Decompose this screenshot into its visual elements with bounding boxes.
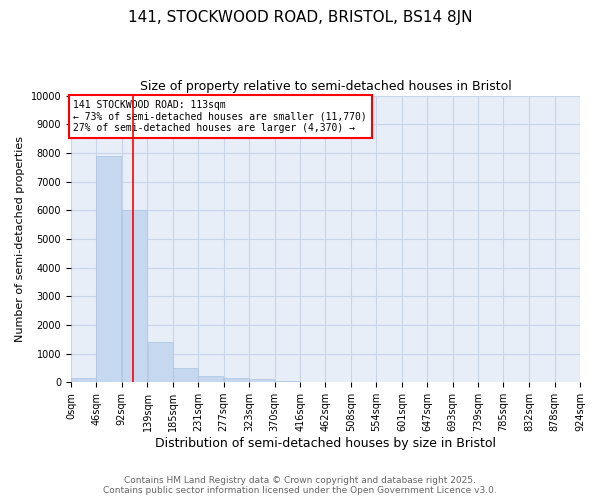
Bar (224, 378, 249, 382)
Bar (173, 368, 198, 382)
Bar (97, 156, 121, 382)
Y-axis label: Number of semi-detached properties: Number of semi-detached properties (15, 136, 25, 342)
Bar (199, 376, 223, 382)
Bar (71, 378, 96, 382)
Bar (275, 380, 300, 382)
Bar (148, 342, 173, 382)
X-axis label: Distribution of semi-detached houses by size in Bristol: Distribution of semi-detached houses by … (155, 437, 496, 450)
Text: Contains HM Land Registry data © Crown copyright and database right 2025.
Contai: Contains HM Land Registry data © Crown c… (103, 476, 497, 495)
Bar (122, 210, 147, 382)
Text: 141, STOCKWOOD ROAD, BRISTOL, BS14 8JN: 141, STOCKWOOD ROAD, BRISTOL, BS14 8JN (128, 10, 472, 25)
Bar (249, 380, 274, 382)
Text: 141 STOCKWOOD ROAD: 113sqm
← 73% of semi-detached houses are smaller (11,770)
27: 141 STOCKWOOD ROAD: 113sqm ← 73% of semi… (73, 100, 367, 133)
Title: Size of property relative to semi-detached houses in Bristol: Size of property relative to semi-detach… (140, 80, 511, 93)
